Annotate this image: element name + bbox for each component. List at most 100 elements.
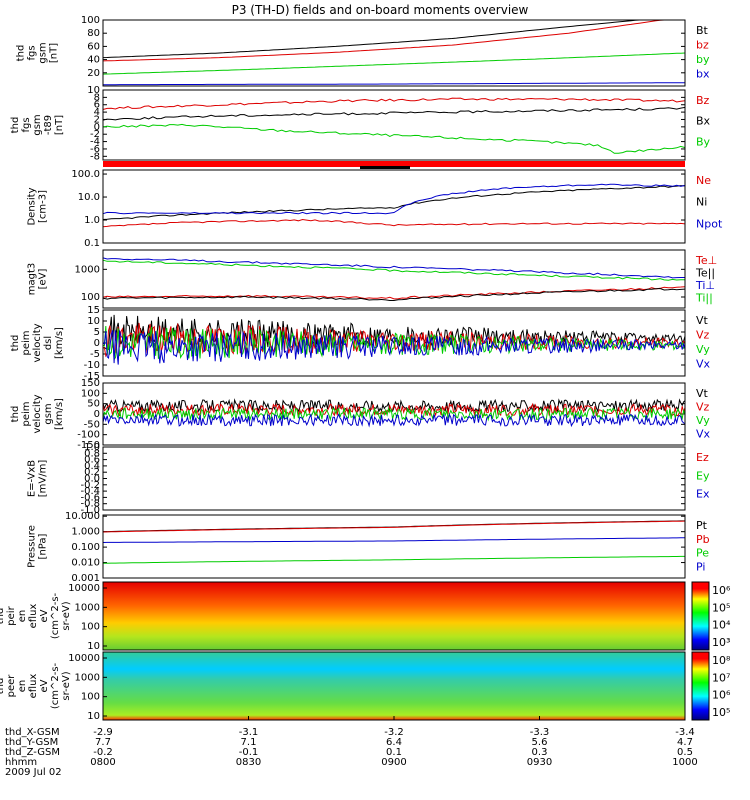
legend-Vy: Vy [696,414,710,427]
y-tick-label: 0.010 [71,558,100,569]
series-line-bx [103,82,685,86]
legend-bx: bx [696,68,710,81]
panel-10: 10⁵10⁶10⁷10⁸10100100010000thdpeereneflux… [0,651,731,722]
panel-frame [102,514,686,579]
y-tick-label: 10000 [68,583,100,594]
series-line-Ti⊥ [102,257,685,279]
legend-Pi: Pi [696,560,705,573]
y-tick-label: 10 [87,85,100,96]
legend-Ex: Ex [696,488,710,501]
y-tick-label: -5 [90,349,100,360]
y-tick-label: 10.000 [65,511,100,522]
series-line-Te⊥ [102,286,686,300]
y-tick-label: 1000 [75,602,100,613]
y-tick-label: 8 [94,92,100,103]
colorbar-label: 10⁵ [712,706,730,719]
y-tick-label: 60 [87,41,100,52]
series-line-Bt [102,19,685,59]
y-axis-label-line: en [17,610,28,623]
panel-frame [102,89,686,161]
y-axis-label-line: dsl [43,336,54,350]
y-tick-label: -4 [90,137,100,148]
x-row-value: 0800 [90,757,115,768]
x-row-value: -3.3 [530,727,550,738]
colorbar-label: 10⁶ [712,689,731,702]
series-line-Vz [102,402,686,417]
y-axis-label-line: [km/s] [54,327,65,359]
y-tick-label: -150 [77,440,100,451]
y-tick-label: 100 [81,388,100,399]
y-axis-label-line: thd [16,45,27,62]
panel-7: -1.0-0.8-0.6-0.4-0.20.00.20.40.60.81.0 Ez… [27,442,710,516]
legend-bz: bz [696,39,709,52]
series-line-bz [102,19,685,62]
y-tick-label: -10 [84,360,100,371]
y-tick-label: -1.0 [80,505,100,516]
series-line-By [102,123,686,154]
panel-frame [102,446,686,511]
y-tick-label: 0.0 [84,474,100,485]
x-row-value: 0900 [381,757,406,768]
colorbar-label: 10⁵ [712,601,730,614]
y-tick-label: 0.8 [84,448,100,459]
y-tick-label: 1.0 [84,442,100,453]
legend-Vx: Vx [696,358,711,371]
series-line-Vx [102,330,686,365]
y-tick-label: 10.0 [78,192,100,203]
panel-9: 10³10⁴10⁵10⁶10100100010000thdpeireneflux… [0,581,731,652]
y-axis-label-line: (cm^2-s- [50,592,61,639]
legend-Bz: Bz [696,94,710,107]
y-tick-label: 20 [87,68,100,79]
series-line-Pi [102,537,685,543]
x-row-value: 6.4 [386,737,402,748]
x-axis-annotation: thd_X-GSM -2.9 -3.1 -3.2 -3.3 -3.4 thd_Y-GSM 7.… [5,716,698,778]
series-line-Vx [102,412,686,428]
legend-Te||: Te|| [695,267,715,280]
legend-Vz: Vz [696,329,710,342]
x-row-value: 0.1 [386,747,402,758]
y-axis-label-line: Density [27,187,38,225]
y-axis-label-line: [nT] [49,43,60,63]
y-tick-label: 100 [81,292,100,303]
panel-4: 100 1000 Te⊥Te||Ti⊥Ti|| magt3[eV] [27,249,717,309]
figure-title: P3 (TH-D) fields and on-board moments ov… [232,3,529,17]
series-line-by [102,52,686,75]
y-axis-label-line: Pressure [27,525,38,568]
legend-Pe: Pe [696,547,709,560]
series-line-Vz [102,322,686,358]
y-tick-label: -2 [90,129,100,140]
y-tick-label: 100 [81,15,100,26]
series-line-Npot [102,183,686,215]
y-axis-label-line: eV [39,609,50,622]
panel-3: 0.1 1.0 10.0 100.0 Ne Ni Npot Density[cm-3] [27,169,723,249]
series-line-Te|| [102,287,686,301]
y-tick-label: 10 [87,641,100,652]
y-axis-label-line: eV [39,679,50,692]
y-tick-label: 1.000 [71,527,100,538]
y-axis-label-line: en [17,680,28,693]
x-row-value: 7.7 [95,737,111,748]
y-tick-label: 40 [87,55,100,66]
y-axis-label: thdfgsgsm[nT] [16,42,60,63]
y-tick-label: 1000 [75,672,100,683]
legend-Bx: Bx [696,115,711,128]
series-line-Vt [102,398,686,414]
series-line-Pb [102,520,686,533]
y-tick-label: 6 [94,100,100,111]
y-tick-label: -15 [84,371,100,382]
y-axis-label-line: (cm^2-s- [50,662,61,709]
x-row-value: 1000 [672,757,697,768]
mode-marker [360,166,410,169]
y-axis-label-line: [mV/m] [38,460,49,498]
legend-Ti||: Ti|| [695,292,713,305]
y-tick-label: 10 [87,316,100,327]
y-axis-label: thdfgsgsm-t89[nT] [10,114,65,135]
series-line-Ti|| [102,259,685,281]
y-tick-label: 0.001 [71,573,100,584]
y-tick-label: -0.8 [80,499,100,510]
y-axis-label: thdpeimvelocitygsm[km/s] [10,394,65,433]
colorbar [691,581,710,651]
y-tick-label: 100 [81,692,100,703]
y-tick-label: 0.6 [84,455,100,466]
